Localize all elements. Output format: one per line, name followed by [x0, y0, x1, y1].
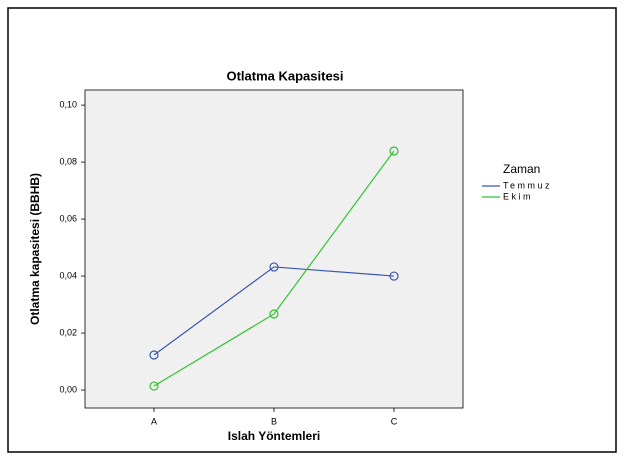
- point-marker: [149, 350, 159, 360]
- plot-area: [84, 89, 464, 409]
- series-line: [153, 266, 395, 356]
- point-marker: [389, 146, 399, 156]
- legend-text: Ekim: [503, 191, 533, 201]
- legend-title: Zaman: [503, 162, 540, 176]
- point-marker: [389, 271, 399, 281]
- x-tick-label: A: [151, 416, 157, 426]
- x-tick-label: B: [271, 416, 277, 426]
- y-tick-label: 0,10: [59, 99, 77, 109]
- y-axis-label: Otlatma kapasitesi (BBHB): [28, 173, 42, 325]
- point-marker: [269, 309, 279, 319]
- point-marker: [149, 381, 159, 391]
- point-marker: [269, 262, 279, 272]
- y-tick-label: 0,02: [59, 327, 77, 337]
- x-axis-label: Islah Yöntemleri: [228, 429, 320, 443]
- series-line: [153, 150, 395, 387]
- y-tick-label: 0,06: [59, 213, 77, 223]
- y-tick-label: 0,04: [59, 270, 77, 280]
- chart-title: Otlatma Kapasitesi: [226, 68, 343, 83]
- y-tick-label: 0,00: [59, 384, 77, 394]
- x-tick-label: C: [391, 416, 398, 426]
- y-tick-label: 0,08: [59, 156, 77, 166]
- legend-text: Temmuz: [503, 180, 552, 190]
